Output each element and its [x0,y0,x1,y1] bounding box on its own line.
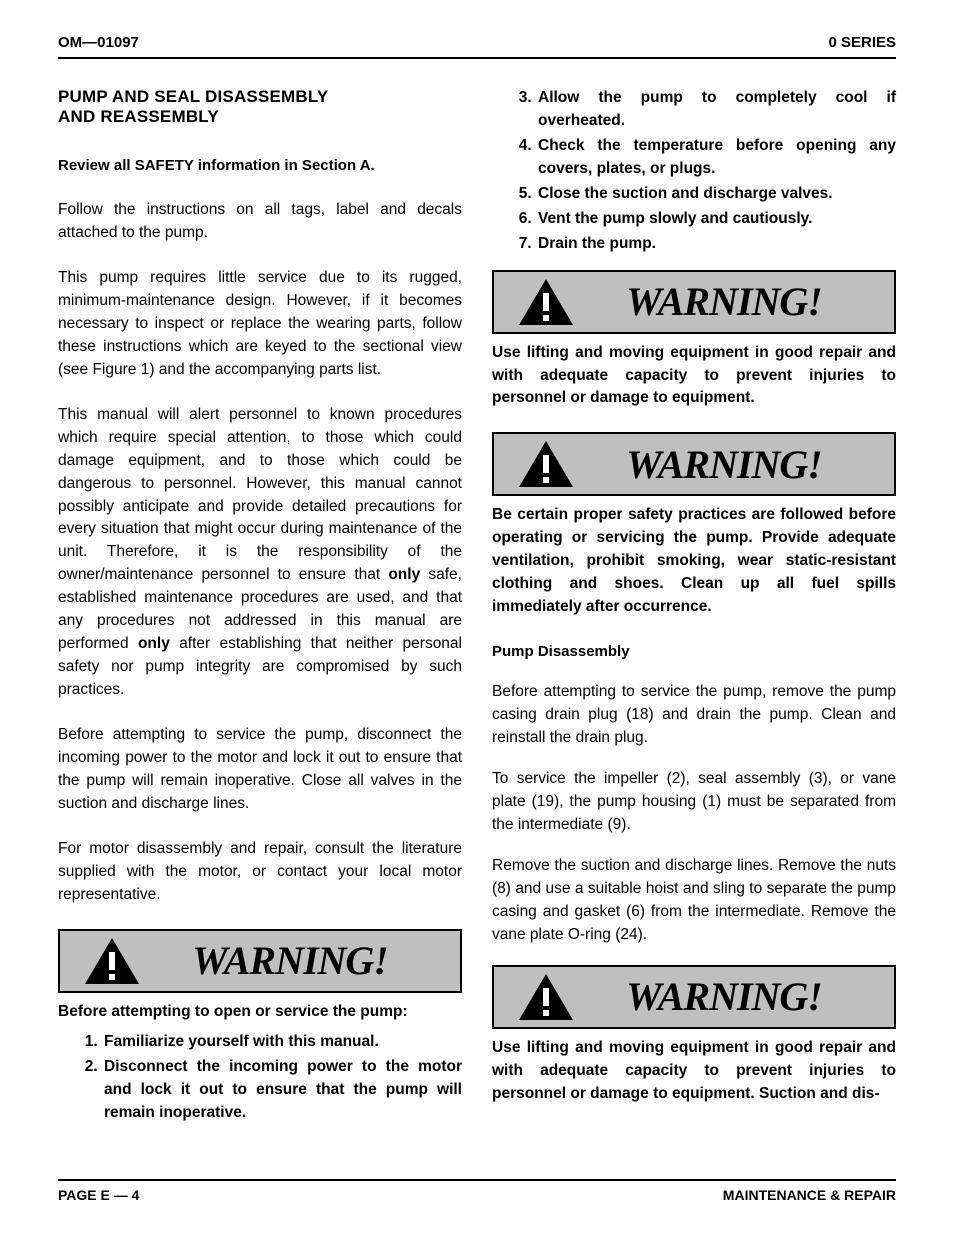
warning-box: WARNING! [492,965,896,1029]
step-item: Allow the pump to completely cool if ove… [536,87,896,133]
footer-left: PAGE E — 4 [58,1187,139,1203]
top-bar: OM—01097 0 SERIES [58,34,896,59]
warning-label: WARNING! [574,278,894,325]
warning-triangle-icon [84,937,140,985]
text: This manual will alert personnel to know… [58,406,462,584]
paragraph: To service the impeller (2), seal assemb… [492,768,896,837]
warning-box: WARNING! [58,929,462,993]
content-columns: PUMP AND SEAL DISASSEMBLY AND REASSEMBLY… [58,87,896,1127]
review-line: Review all SAFETY information in Section… [58,155,462,177]
subheading: Pump Disassembly [492,641,896,663]
header-right: 0 SERIES [828,34,896,51]
right-column: Allow the pump to completely cool if ove… [492,87,896,1127]
warning-text: Be certain proper safety practices are f… [492,504,896,619]
warning-triangle-icon [518,278,574,326]
paragraph: This pump requires little service due to… [58,267,462,382]
paragraph: Before attempting to service the pump, r… [492,681,896,750]
warning-intro: Before attempting to open or service the… [58,1001,462,1024]
footer: PAGE E — 4 MAINTENANCE & REPAIR [58,1179,896,1203]
warning-triangle-icon [518,973,574,1021]
warning-box: WARNING! [492,270,896,334]
footer-right: MAINTENANCE & REPAIR [723,1187,896,1203]
paragraph: Before attempting to service the pump, d… [58,724,462,816]
step-item: Close the suction and discharge valves. [536,183,896,206]
section-heading: PUMP AND SEAL DISASSEMBLY AND REASSEMBLY [58,87,462,127]
warning-triangle-icon [518,440,574,488]
step-item: Check the temperature before opening any… [536,135,896,181]
step-item: Vent the pump slowly and cautiously. [536,208,896,231]
warning-label: WARNING! [140,937,460,984]
steps-list-left: Familiarize yourself with this manual. D… [58,1031,462,1125]
step-item: Disconnect the incoming power to the mot… [102,1056,462,1125]
paragraph: This manual will alert personnel to know… [58,404,462,702]
header-left: OM—01097 [58,34,139,51]
step-item: Familiarize yourself with this manual. [102,1031,462,1054]
left-column: PUMP AND SEAL DISASSEMBLY AND REASSEMBLY… [58,87,462,1127]
warning-box: WARNING! [492,432,896,496]
warning-label: WARNING! [574,441,894,488]
heading-line-2: AND REASSEMBLY [58,107,219,126]
paragraph: Follow the instructions on all tags, lab… [58,199,462,245]
warning-text: Use lifting and moving equipment in good… [492,342,896,411]
text-bold: only [138,635,170,652]
paragraph: Remove the suction and discharge lines. … [492,855,896,947]
page: OM—01097 0 SERIES PUMP AND SEAL DISASSEM… [0,0,954,1235]
step-item: Drain the pump. [536,233,896,256]
warning-text: Use lifting and moving equipment in good… [492,1037,896,1106]
heading-line-1: PUMP AND SEAL DISASSEMBLY [58,87,328,106]
warning-label: WARNING! [574,973,894,1020]
paragraph: For motor disassembly and repair, consul… [58,838,462,907]
text-bold: only [388,566,420,583]
steps-list-right: Allow the pump to completely cool if ove… [492,87,896,256]
